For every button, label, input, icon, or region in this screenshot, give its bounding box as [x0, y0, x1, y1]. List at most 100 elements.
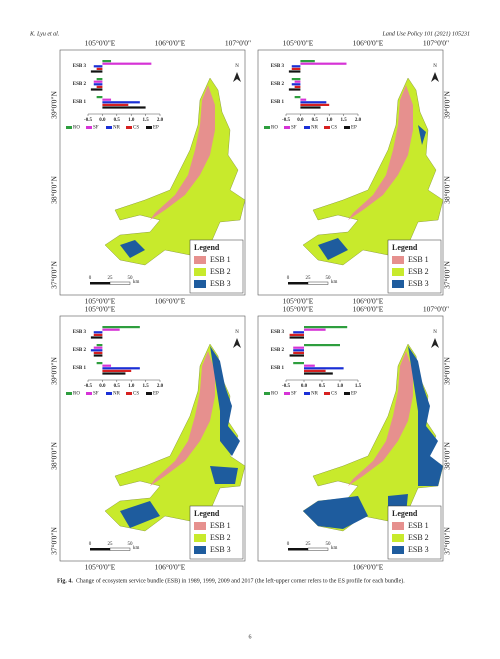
service-label: RO	[271, 392, 278, 397]
profile-tick-label: 0.0	[297, 118, 304, 123]
header-authors: K. Lyu et al.	[29, 31, 59, 37]
north-arrow	[233, 338, 241, 348]
service-swatch	[264, 126, 270, 129]
es-bar	[304, 326, 348, 329]
profile-tick-label: -0.5	[282, 118, 290, 123]
caption-label: Fig. 4.	[57, 578, 73, 584]
scale-bar	[307, 547, 329, 551]
legend-swatch	[194, 534, 206, 542]
service-label: CS	[133, 392, 139, 397]
scale-tick: 50	[128, 276, 134, 281]
es-bar	[90, 70, 103, 73]
legend-item: ESB 1	[210, 255, 231, 264]
bundle-label: ESB 1	[271, 100, 285, 105]
scale-bar	[288, 282, 308, 285]
legend-item: ESB 3	[408, 545, 429, 554]
latitude: 37°0'0"N	[443, 261, 452, 289]
es-bar	[96, 344, 103, 347]
es-bar	[294, 96, 301, 99]
scale-bar	[90, 282, 110, 285]
bundle-label: ESB 3	[73, 330, 87, 335]
scale-tick: 25	[108, 542, 114, 547]
latitude: 38°0'0"N	[50, 176, 59, 204]
legend-swatch	[194, 522, 206, 530]
scale-unit: km	[331, 280, 338, 285]
legend-title: Legend	[392, 509, 418, 518]
service-label: CS	[331, 126, 337, 131]
top-longitude: 105°0'0"E	[283, 305, 314, 314]
map-panel: 105°0'0"E 106°0'0"E 107°0'0" 106°0'0"E 39°0'…	[257, 305, 452, 572]
region-esb1	[348, 351, 413, 486]
region-esb3	[120, 501, 160, 528]
map-panel: 105°0'0"E 105°0'0"E 106°0'0"E 39°0'0"N 38°0'…	[50, 305, 246, 572]
service-swatch	[66, 126, 72, 129]
service-label: RO	[271, 126, 278, 131]
es-bar	[300, 98, 307, 101]
bundle-label: ESB 1	[271, 366, 285, 371]
es-bar	[90, 336, 103, 339]
bundle-label: ESB 2	[73, 82, 87, 87]
latitude: 39°0'0"N	[443, 91, 452, 119]
legend-item: ESB 1	[408, 521, 429, 530]
es-bar	[93, 65, 103, 68]
scale-bar	[109, 281, 131, 285]
es-bar	[90, 88, 103, 91]
legend-title: Legend	[392, 243, 418, 252]
bundle-label: ESB 3	[271, 330, 285, 335]
es-bar	[102, 372, 126, 375]
legend-item: ESB 2	[210, 533, 231, 542]
profile-tick-label: 1.5	[340, 118, 347, 123]
profile-tick-label: -0.5	[282, 384, 290, 389]
scale-unit: km	[331, 546, 338, 551]
es-bar	[294, 80, 301, 83]
region-esb1	[150, 351, 215, 486]
es-bar	[291, 83, 301, 86]
profile-tick-label: 1.0	[128, 384, 135, 389]
scale-unit: km	[133, 546, 140, 551]
es-bar	[300, 60, 315, 63]
es-bar	[102, 103, 129, 106]
scale-tick: 0	[287, 542, 290, 547]
region-esb3	[210, 466, 238, 484]
profile-tick-label: 2.0	[157, 384, 164, 389]
north-label: N	[433, 330, 437, 335]
bundle-label: ESB 2	[271, 82, 285, 87]
service-swatch	[284, 392, 290, 395]
scale-tick: 50	[326, 542, 332, 547]
es-bar	[300, 101, 327, 104]
es-bar	[289, 336, 304, 339]
es-bar	[300, 106, 321, 109]
service-label: RO	[73, 126, 80, 131]
bundle-label: ESB 2	[271, 348, 285, 353]
legend-swatch	[392, 546, 404, 554]
service-label: NR	[311, 126, 319, 131]
profile-tick-label: -0.5	[84, 118, 92, 123]
es-bar	[293, 346, 304, 349]
legend-item: ESB 2	[210, 267, 231, 276]
scale-tick: 0	[89, 542, 92, 547]
service-label: CS	[133, 126, 139, 131]
region-esb3	[120, 240, 145, 258]
bottom-longitude: 105°0'0"E	[85, 563, 116, 572]
profile-tick-label: 0.5	[312, 118, 319, 123]
latitude: 38°0'0"N	[443, 442, 452, 470]
top-longitude: 107°0'0"	[225, 39, 251, 48]
north-label: N	[433, 64, 437, 69]
es-bar	[102, 326, 140, 329]
service-swatch	[126, 126, 132, 129]
es-bar	[96, 67, 103, 70]
legend-item: ESB 3	[210, 279, 231, 288]
es-bar	[102, 60, 112, 63]
legend-item: ESB 1	[408, 255, 429, 264]
service-label: EP	[153, 392, 159, 397]
es-bar	[93, 354, 103, 357]
region-esb3	[318, 238, 348, 260]
es-bar	[288, 70, 301, 73]
bundle-label: ESB 3	[271, 64, 285, 69]
service-swatch	[146, 126, 152, 129]
service-swatch	[106, 126, 112, 129]
service-swatch	[126, 392, 132, 395]
latitude: 39°0'0"N	[50, 357, 59, 385]
north-arrow	[431, 72, 439, 82]
